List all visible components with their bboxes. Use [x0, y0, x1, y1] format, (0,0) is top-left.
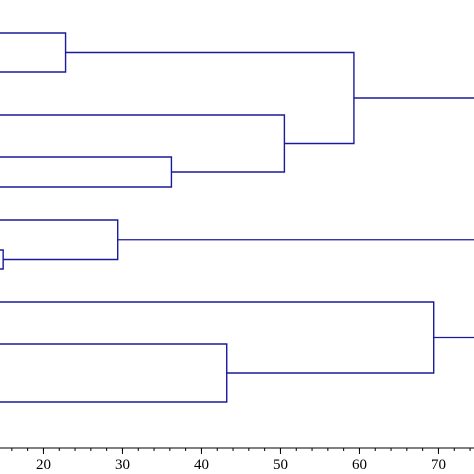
dendrogram-link: [0, 32, 67, 73]
dendrogram-link: [0, 343, 228, 403]
dendrogram-link: [0, 301, 435, 374]
dendrogram-link: [0, 156, 173, 188]
x-axis-major-ticks: [42, 448, 439, 454]
dendrogram-link: [0, 114, 286, 173]
x-axis-tick-labels: 20 30 40 50 60 70: [36, 457, 446, 473]
dendrogram-link: [0, 249, 4, 270]
x-tick-label: 30: [115, 457, 130, 473]
dendrogram-link: [65, 51, 355, 145]
x-tick-label: 70: [431, 457, 446, 473]
dendrogram-link: [0, 219, 119, 261]
x-tick-label: 50: [273, 457, 288, 473]
x-axis: 20 30 40 50 60 70: [0, 447, 474, 473]
x-tick-label: 60: [352, 457, 367, 473]
dendrogram-links: [0, 32, 474, 403]
x-tick-label: 20: [36, 457, 51, 473]
x-tick-label: 40: [194, 457, 209, 473]
